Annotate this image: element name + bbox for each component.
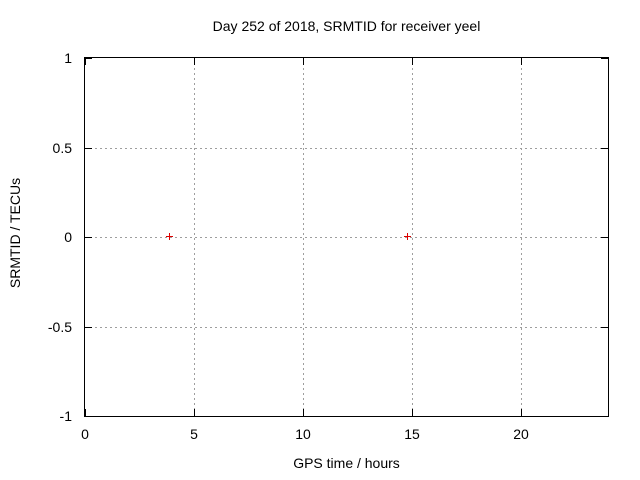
- data-point-marker: [404, 233, 411, 240]
- y-tick-mark-right: [601, 416, 608, 417]
- y-tick-label: -1: [59, 408, 72, 424]
- y-tick-label: 0: [64, 229, 72, 245]
- y-tick-mark-right: [601, 327, 608, 328]
- y-tick-mark: [85, 327, 92, 328]
- gridline-y: [85, 237, 608, 238]
- gridline-y: [85, 148, 608, 149]
- x-tick-mark: [194, 409, 195, 416]
- y-tick-mark-right: [601, 148, 608, 149]
- x-tick-label: 15: [404, 426, 420, 442]
- x-tick-mark-top: [521, 58, 522, 65]
- y-tick-label: 0.5: [52, 140, 72, 156]
- x-tick-label: 5: [190, 426, 198, 442]
- y-tick-mark-right: [601, 237, 608, 238]
- gridline-y: [85, 327, 608, 328]
- x-tick-label: 20: [513, 426, 529, 442]
- y-tick-label: -0.5: [47, 319, 72, 335]
- y-tick-mark: [85, 148, 92, 149]
- x-tick-mark: [85, 409, 86, 416]
- marker-vertical-stroke: [169, 233, 170, 240]
- x-tick-mark-top: [85, 58, 86, 65]
- y-tick-mark: [85, 237, 92, 238]
- x-tick-mark-top: [303, 58, 304, 65]
- x-tick-mark-top: [412, 58, 413, 65]
- x-tick-mark: [303, 409, 304, 416]
- x-tick-mark: [521, 409, 522, 416]
- y-tick-mark: [85, 58, 92, 59]
- y-tick-mark: [85, 416, 92, 417]
- chart-title: Day 252 of 2018, SRMTID for receiver yee…: [212, 18, 481, 34]
- x-tick-mark: [412, 409, 413, 416]
- y-tick-label: 1: [64, 50, 72, 66]
- x-tick-label: 10: [295, 426, 311, 442]
- marker-vertical-stroke: [407, 233, 408, 240]
- x-tick-label: 0: [81, 426, 89, 442]
- x-axis-label: GPS time / hours: [293, 455, 400, 471]
- y-tick-mark-right: [601, 58, 608, 59]
- plot-area: [84, 57, 609, 417]
- x-tick-mark-top: [194, 58, 195, 65]
- data-point-marker: [166, 233, 173, 240]
